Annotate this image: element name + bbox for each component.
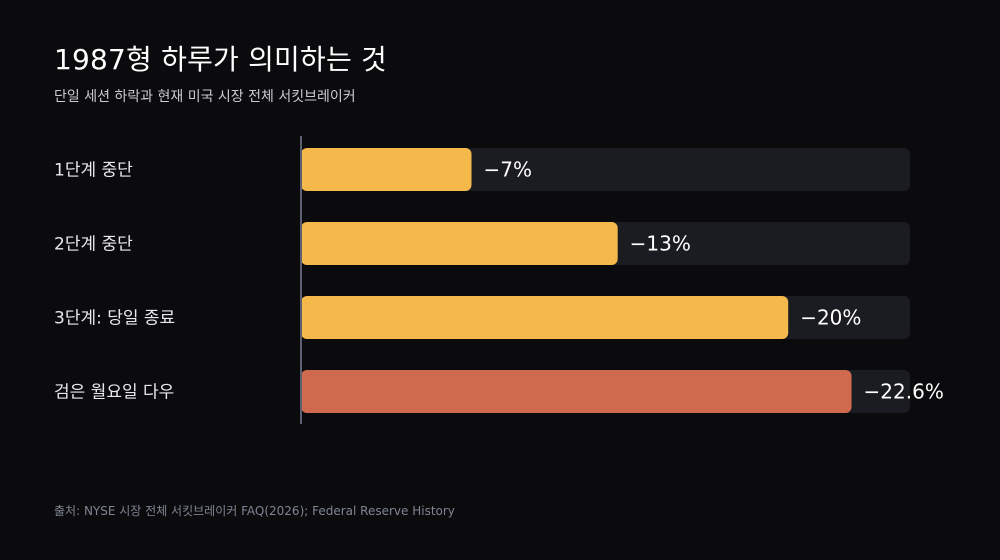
value-label: −20% — [800, 306, 861, 330]
category-label: 3단계: 당일 종료 — [54, 309, 175, 329]
category-label: 2단계 중단 — [54, 235, 133, 255]
value-label: −7% — [484, 158, 533, 182]
chart-title: 1987형 하루가 의미하는 것 — [54, 43, 387, 76]
category-label: 검은 월요일 다우 — [54, 383, 174, 403]
bar — [301, 370, 852, 413]
value-label: −13% — [630, 232, 691, 256]
bar — [301, 296, 789, 339]
category-label: 1단계 중단 — [54, 161, 133, 181]
source-note: 출처: NYSE 시장 전체 서킷브레이커 FAQ(2026); Federal… — [54, 504, 455, 518]
chart-subtitle: 단일 세션 하락과 현재 미국 시장 전체 서킷브레이커 — [54, 89, 356, 105]
bar — [301, 148, 472, 191]
value-label: −22.6% — [864, 380, 944, 404]
bar — [301, 222, 618, 265]
